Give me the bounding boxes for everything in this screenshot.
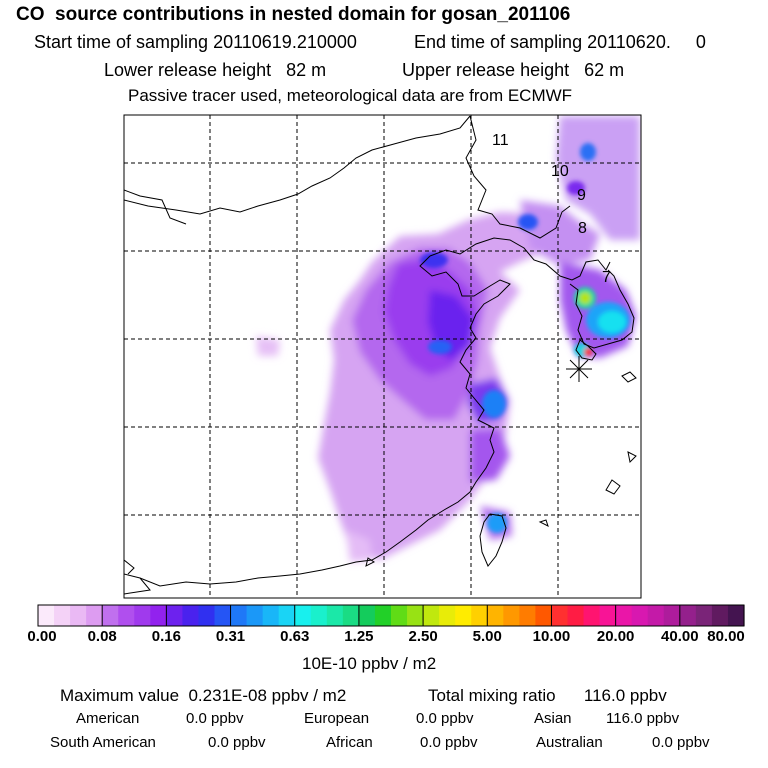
day-label: 11: [492, 132, 509, 149]
australian-label: Australian: [536, 734, 603, 751]
colorbar-swatch: [310, 605, 328, 626]
asian-label: Asian: [534, 710, 572, 727]
colorbar-swatch: [38, 605, 55, 626]
colorbar-swatch: [551, 605, 569, 626]
day-label: 10: [551, 163, 569, 180]
african-label: African: [326, 734, 373, 751]
colorbar-swatch: [471, 605, 488, 626]
colorbar-swatch: [727, 605, 745, 626]
colorbar-swatch: [631, 605, 649, 626]
european-value: 0.0 ppbv: [416, 710, 474, 727]
colorbar-swatch: [503, 605, 520, 626]
colorbar-swatch: [711, 605, 729, 626]
colorbar-tick-label: 2.50: [408, 628, 438, 645]
colorbar-swatch: [647, 605, 665, 626]
colorbar-tick-label: 5.00: [472, 628, 502, 645]
colorbar-frame: [37, 604, 745, 627]
colorbar-swatch: [246, 605, 264, 626]
south-american-label: South American: [50, 734, 156, 751]
plot-title: CO source contributions in nested domain…: [16, 4, 571, 25]
colorbar-swatch: [567, 605, 585, 626]
colorbar-tick-label: 10.00: [532, 628, 571, 645]
day-label: 8: [578, 220, 587, 237]
australian-value: 0.0 ppbv: [652, 734, 710, 751]
colorbar-swatch: [166, 605, 184, 626]
colorbar-swatch: [102, 605, 119, 626]
tracer-note: Passive tracer used, meteorological data…: [128, 86, 573, 105]
start-time-label: Start time of sampling 20110619.210000: [34, 32, 357, 52]
colorbar-tick-label: 0.63: [280, 628, 310, 645]
total-mixing-ratio-label: Total mixing ratio 116.0 ppbv: [428, 686, 667, 705]
colorbar-swatch: [294, 605, 312, 626]
colorbar-swatch: [230, 605, 248, 626]
colorbar-tick-label: 0.31: [215, 628, 246, 645]
colorbar-swatch: [70, 605, 87, 626]
colorbar-swatch: [182, 605, 200, 626]
map-panel: 11 10 9 8 7: [124, 115, 641, 598]
day-label: 7: [602, 269, 611, 286]
colorbar-swatch: [198, 605, 216, 626]
asian-value: 116.0 ppbv: [606, 710, 680, 727]
colorbar-swatch: [326, 605, 344, 626]
day-labels: 11 10 9 8 7: [492, 132, 611, 286]
colorbar-tick-label: 20.00: [596, 628, 635, 645]
colorbar-swatch: [118, 605, 135, 626]
colorbar-tick-label: 80.00: [707, 628, 745, 645]
colorbar-swatch: [278, 605, 296, 626]
colorbar-swatch: [374, 605, 392, 626]
coastlines: [124, 115, 637, 595]
colorbar-swatch: [391, 605, 408, 626]
upper-height-label: Upper release height 62 m: [402, 60, 625, 80]
american-label: American: [76, 710, 140, 727]
asterisk-icon: [566, 356, 592, 382]
colorbar-swatch: [679, 605, 697, 626]
lower-height-label: Lower release height 82 m: [104, 60, 327, 80]
colorbar-tick-label: 40.00: [661, 628, 699, 645]
day-label: 9: [577, 187, 586, 204]
maximum-value-label: Maximum value 0.231E-08 ppbv / m2: [60, 686, 347, 705]
colorbar-swatch: [150, 605, 167, 626]
colorbar-swatch: [54, 605, 71, 626]
colorbar-swatch: [342, 605, 360, 626]
american-value: 0.0 ppbv: [186, 710, 244, 727]
colorbar-swatch: [455, 605, 472, 626]
colorbar-swatch: [86, 605, 103, 626]
colorbar-swatch: [583, 605, 601, 626]
colorbar-unit-label: 10E-10 ppbv / m2: [302, 654, 437, 673]
colorbar-swatch: [519, 605, 537, 626]
colorbar-swatch: [599, 605, 617, 626]
south-american-value: 0.0 ppbv: [208, 734, 266, 751]
colorbar-swatch: [262, 605, 280, 626]
european-label: European: [304, 710, 370, 727]
colorbar-swatch: [663, 605, 681, 626]
gridlines: [124, 115, 641, 598]
end-time-label: End time of sampling 20110620. 0: [414, 32, 706, 52]
colorbar-swatch: [423, 605, 440, 626]
colorbar-tick-label: 0.08: [87, 628, 117, 645]
colorbar-swatch: [358, 605, 376, 626]
hotspots: [420, 143, 630, 533]
concentration-field: [256, 116, 640, 562]
colorbar-tick-label: 1.25: [344, 628, 374, 645]
colorbar-swatch: [407, 605, 424, 626]
colorbar-tick-label: 0.16: [151, 628, 181, 645]
colorbar-swatch: [535, 605, 553, 626]
colorbar-swatch: [439, 605, 456, 626]
colorbar: [37, 604, 745, 627]
colorbar-swatch: [134, 605, 151, 626]
colorbar-swatch: [615, 605, 633, 626]
colorbar-swatch: [214, 605, 232, 626]
colorbar-swatch: [695, 605, 713, 626]
colorbar-swatch: [487, 605, 504, 626]
colorbar-tick-label: 0.00: [27, 628, 57, 645]
map-frame: [123, 114, 642, 599]
african-value: 0.0 ppbv: [420, 734, 478, 751]
